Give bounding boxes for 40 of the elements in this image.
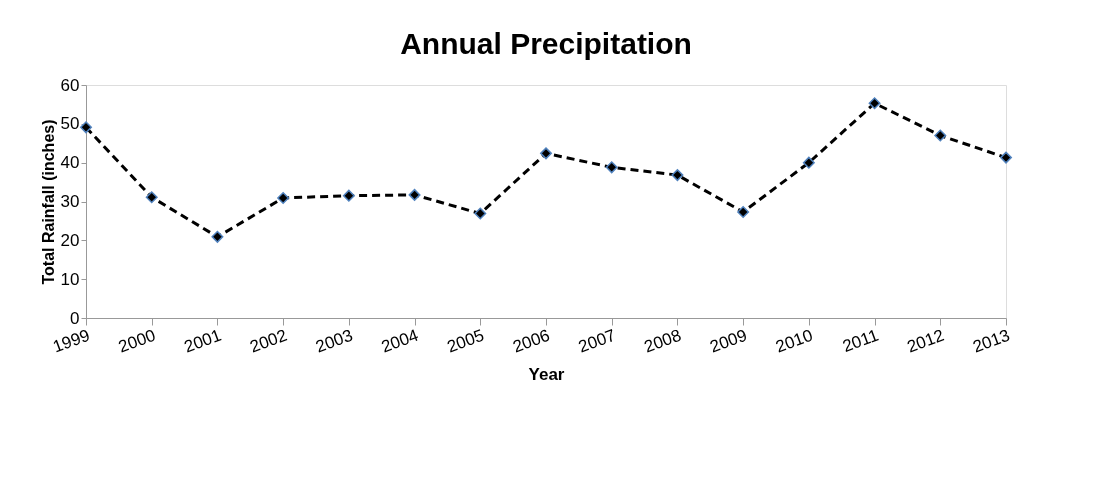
point [671, 169, 684, 182]
x-axis-title: Year [528, 365, 565, 385]
chart-title: Annual Precipitation [400, 27, 692, 60]
point [277, 192, 290, 204]
x-tick-label: 2004 [378, 325, 421, 357]
x-tick-label: 2002 [247, 325, 290, 357]
x-tick-label: 2008 [641, 325, 684, 357]
y-tick-label: 50 [60, 114, 80, 134]
point [408, 188, 421, 201]
x-tick-label: 2011 [840, 325, 881, 356]
x-tick-label: 2006 [510, 325, 553, 357]
y-tick-label: 30 [60, 192, 80, 211]
x-tick-label: 2003 [313, 325, 356, 357]
point [80, 121, 92, 134]
point [934, 129, 947, 142]
y-tick-label: 40 [60, 153, 80, 173]
point [1000, 151, 1012, 164]
y-tick-label: 20 [60, 230, 80, 250]
y-tick-label: 10 [60, 269, 80, 289]
x-tick-label: 2001 [181, 325, 224, 357]
point [540, 147, 552, 160]
point [737, 205, 750, 218]
point [868, 97, 881, 110]
x-tick-label: 1999 [50, 325, 93, 357]
x-tick-label: 2012 [904, 325, 947, 357]
y-tick-label: 0 [70, 308, 80, 328]
x-tick-label: 2007 [575, 325, 619, 357]
point [145, 191, 158, 204]
point [342, 189, 355, 202]
x-tick-label: 2013 [970, 325, 1013, 357]
point [605, 161, 618, 174]
x-tick-label: 2009 [707, 325, 750, 357]
y-axis-title: Total Rainfall (inches) [39, 119, 57, 285]
point [802, 156, 815, 169]
x-tick-label: 2010 [773, 325, 816, 357]
x-tick-label: 2005 [444, 325, 487, 357]
x-tick-label: 2000 [115, 325, 159, 357]
y-tick-label: 60 [60, 75, 80, 95]
point [474, 207, 487, 220]
point [211, 230, 224, 243]
